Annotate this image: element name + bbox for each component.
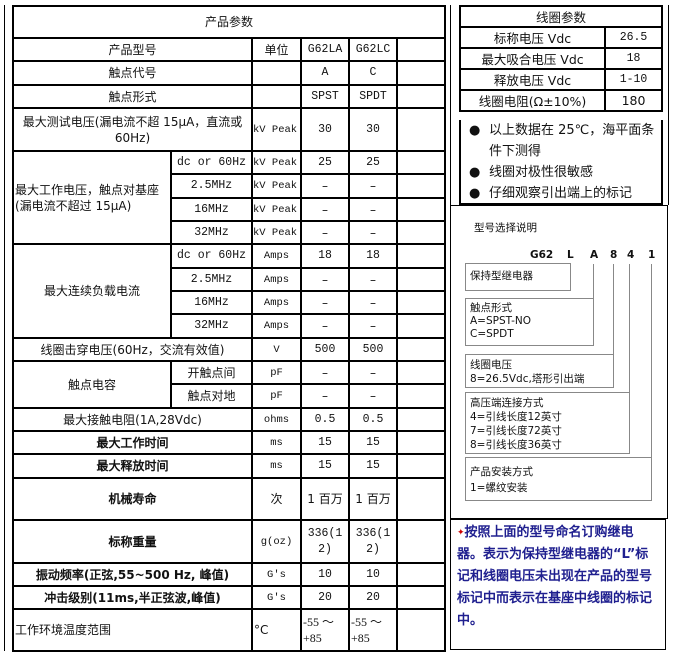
coil-parameters-table: 线圈参数 标称电压 Vdc 26.5 最大吸合电压 Vdc 18 释放电压 Vdc 1…	[459, 5, 663, 112]
table-title: 产品参数	[12, 5, 446, 39]
table-row: 触点电容 开触点间 pF – –	[12, 360, 446, 409]
connector-line	[651, 264, 652, 500]
table-row: 标称重量 g(oz) 336(12) 336(12)	[12, 519, 446, 564]
table-row: 最大释放时间 ms 15 15	[12, 453, 446, 479]
table-row: 振动频率(正弦,55~500 Hz, 峰值) G's 10 10	[12, 562, 446, 587]
table-row: 最大连续负载电流 dc or 60Hz Amps 18 18	[12, 243, 446, 339]
table-row: 最大吸合电压 Vdc 18	[459, 47, 663, 70]
left-frame	[4, 5, 449, 651]
connector-line	[613, 264, 614, 387]
note-item: ● 以上数据在 25℃，海平面条件下测得	[461, 120, 661, 162]
star-icon: ✦	[457, 528, 465, 538]
connector-line	[629, 264, 630, 453]
table-row: 32MHz Amps – –	[13, 313, 446, 339]
table-row: 工作环境温度范围 °C -55 ～+85 -55 ～+85	[12, 608, 446, 652]
table-row: 最大接触电阻(1A,28Vdc) ohms 0.5 0.5	[12, 407, 446, 432]
table-row: 标称电压 Vdc 26.5	[459, 26, 663, 49]
table-row: 2.5MHz Amps – –	[13, 267, 446, 292]
code-mount: 1	[648, 249, 656, 261]
selection-title: 型号选择说明	[474, 222, 537, 234]
table-row: 机械寿命次 1 百万 1 百万	[12, 477, 446, 521]
table-row: 最大测试电压(漏电流不超 15μA，直流或 60Hz) kV Peak 30 30	[12, 107, 446, 152]
table-row: 冲击级别(11ms,半正弦波,峰值) G's 20 20	[12, 585, 446, 610]
note-item: ● 仔细观察引出端上的标记	[461, 183, 661, 204]
coil-title: 线圈参数	[459, 5, 663, 28]
code-latching: L	[567, 249, 574, 261]
code-series: G62	[530, 249, 554, 261]
table-row: 最大工作时间 ms 15 15	[12, 430, 446, 455]
table-row: 触点形式 SPST SPDT	[12, 84, 446, 109]
product-parameters-table: 产品参数 产品型号 单位 G62LA G62LC 触点代号 A C 触点形式 SPST SPD…	[12, 5, 446, 652]
box-coil-voltage: 线圈电压 8=26.5Vdc,塔形引出端	[465, 354, 614, 388]
table-row: 线圈击穿电压(60Hz，交流有效值) V 500 500	[12, 337, 446, 362]
table-row: 触点对地 pF – –	[13, 383, 446, 409]
bullet-icon: ●	[469, 165, 481, 180]
code-contact: A	[590, 249, 599, 261]
bullet-icon: ●	[469, 123, 481, 138]
right-frame	[450, 5, 669, 205]
table-row: 线圈电阻(Ω±10%) 180	[459, 89, 663, 112]
order-note: ✦按照上面的型号命名订购继电器。表示为保持型继电器的“L”标记和线圈电压未出现在…	[450, 518, 666, 650]
table-row: 产品型号 单位 G62LA G62LC	[12, 37, 446, 62]
code-coil: 8	[610, 249, 618, 261]
bullet-icon: ●	[469, 186, 481, 201]
table-row: 2.5MHz kV Peak – –	[13, 173, 446, 199]
table-row: 释放电压 Vdc 1-10	[459, 68, 663, 91]
box-contact-form: 触点形式 A=SPST-NO C=SPDT	[465, 298, 594, 346]
box-hv-connection: 高压端连接方式 4=引线长度12英寸 7=引线长度72英寸 8=引线长度36英寸	[465, 392, 630, 454]
table-row: 触点代号 A C	[12, 60, 446, 86]
code-hv: 4	[627, 249, 635, 261]
note-item: ● 线圈对极性很敏感	[461, 162, 661, 183]
table-row: 32MHz kV Peak – –	[13, 220, 446, 245]
table-row: 16MHz kV Peak – –	[13, 197, 446, 222]
table-row: 最大工作电压，触点对基座(漏电流不超过 15μA) dc or 60Hz kV Pe…	[12, 150, 446, 245]
coil-notes: ● 以上数据在 25℃，海平面条件下测得 ● 线圈对极性很敏感 ● 仔细观察引出端上的…	[459, 120, 663, 205]
box-latching: 保持型继电器	[465, 263, 571, 291]
box-mounting: 产品安装方式 1=螺纹安装	[465, 457, 652, 501]
table-row: 16MHz Amps – –	[13, 290, 446, 315]
